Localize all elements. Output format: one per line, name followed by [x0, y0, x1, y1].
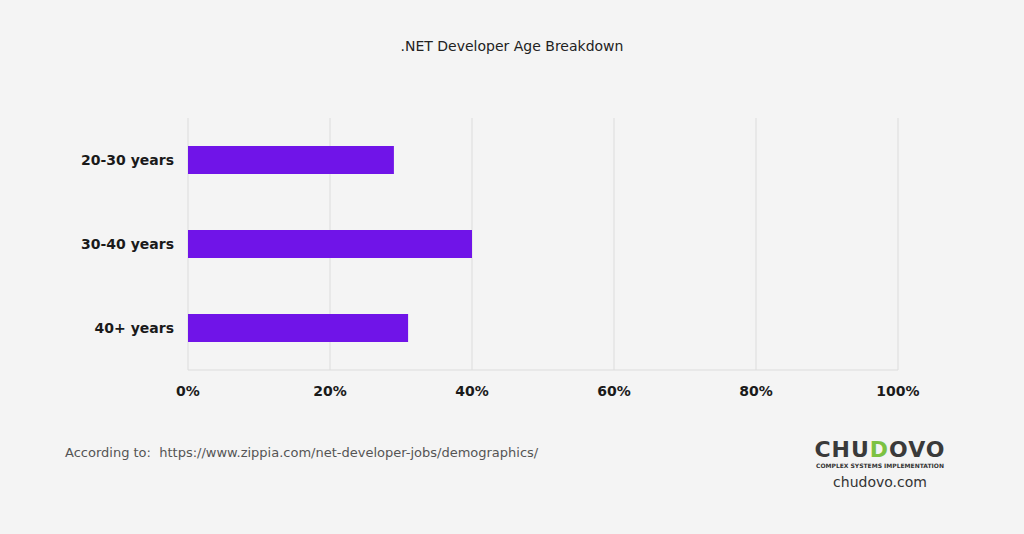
html-text:CHU D OVO: CHU D OVO — [814, 437, 946, 462]
html-text:According to: https://www.zipp: According to: https://www.zippia.com/net… — [65, 445, 539, 460]
html-text:COMPLEX SYSTEMS IMPLEMENTATION: COMPLEX SYSTEMS IMPLEMENTATION — [816, 462, 944, 469]
svg-text:30-40 years: 30-40 years — [81, 236, 174, 252]
svg-text:20-30 years: 20-30 years — [81, 152, 174, 168]
svg-text:20%: 20% — [313, 383, 347, 399]
html-text:chudovo.com: chudovo.com — [833, 474, 927, 490]
svg-text:40+ years: 40+ years — [95, 320, 174, 336]
html-text:.NET Developer Age Breakdown: .NET Developer Age Breakdown — [400, 38, 624, 54]
svg-text:100%: 100% — [876, 383, 919, 399]
svg-text:60%: 60% — [597, 383, 631, 399]
svg-text:40%: 40% — [455, 383, 489, 399]
svg-text:80%: 80% — [739, 383, 773, 399]
svg-text:0%: 0% — [176, 383, 200, 399]
